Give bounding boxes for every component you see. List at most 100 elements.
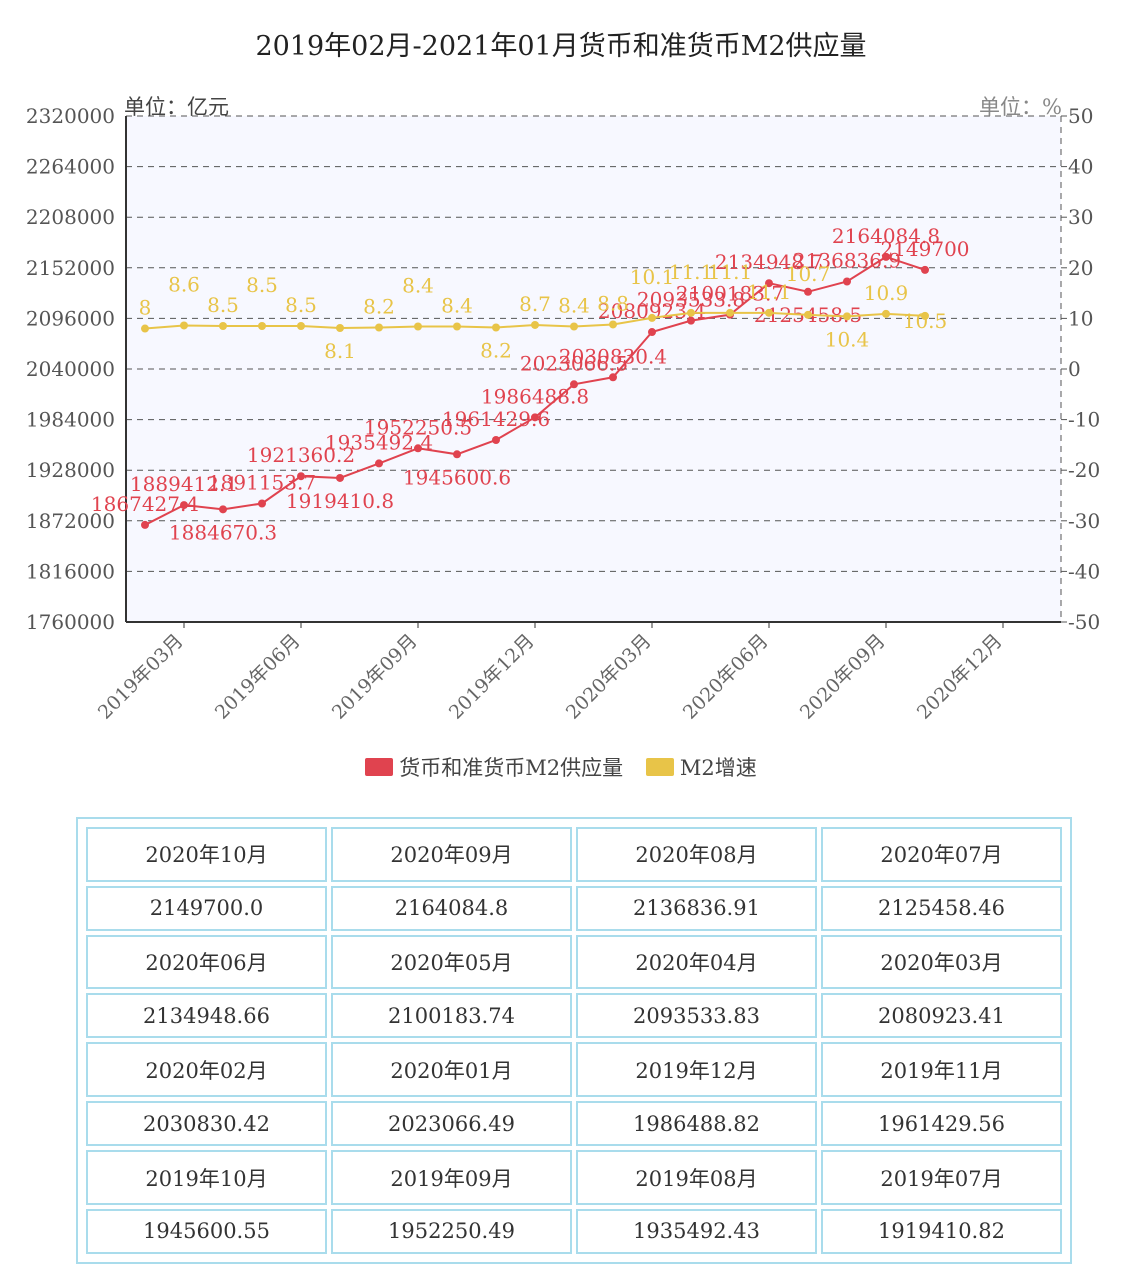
table-row: 1945600.55 1952250.49 1935492.43 1919410.82 — [86, 1208, 1062, 1254]
data-label-m2-growth: 8.7 — [519, 292, 551, 316]
table-cell-value: 1935492.43 — [576, 1208, 817, 1254]
data-label-m2-supply: 1867427.4 — [91, 492, 199, 516]
data-point-m2-growth — [375, 323, 383, 332]
data-point-m2-supply — [570, 380, 578, 389]
table-row: 2020年10月 2020年09月 2020年08月 2020年07月 — [86, 827, 1062, 882]
y-right-tick-label: 30 — [1068, 205, 1093, 229]
data-table: 2020年10月 2020年09月 2020年08月 2020年07月 2149700.… — [76, 817, 1072, 1264]
table-cell-value: 2023066.49 — [331, 1101, 572, 1147]
data-point-m2-supply — [648, 328, 656, 337]
data-label-m2-growth: 10.5 — [903, 309, 948, 333]
data-point-m2-supply — [453, 450, 461, 459]
table-cell-month: 2020年02月 — [86, 1042, 327, 1098]
legend-item-m2-growth[interactable]: M2增速 — [645, 752, 757, 782]
x-tick-label: 2019年03月 — [94, 630, 188, 724]
y-left-tick-label: 2096000 — [26, 306, 115, 330]
table-row: 2020年02月 2020年01月 2019年12月 2019年11月 — [86, 1042, 1062, 1098]
data-point-m2-growth — [765, 308, 773, 317]
table-cell-month: 2019年11月 — [821, 1042, 1062, 1098]
data-point-m2-supply — [219, 505, 227, 514]
legend-swatch-red — [365, 758, 394, 776]
table-cell-month: 2020年10月 — [86, 827, 327, 882]
y-right-tick-label: 50 — [1068, 104, 1093, 128]
table-cell-value: 2093533.83 — [576, 993, 817, 1039]
data-point-m2-supply — [297, 472, 305, 481]
data-label-m2-supply: 1889412.1 — [130, 472, 238, 496]
data-label-m2-growth: 10.1 — [630, 265, 675, 289]
data-label-m2-growth: 10.9 — [864, 281, 909, 305]
data-label-m2-growth: 8.8 — [597, 291, 629, 315]
data-point-m2-growth — [453, 322, 461, 331]
x-tick-label: 2019年09月 — [328, 630, 422, 724]
data-point-m2-supply — [375, 459, 383, 468]
left-unit-label: 单位：亿元 — [124, 95, 229, 119]
data-label-m2-supply: 2030830.4 — [559, 344, 667, 368]
data-point-m2-supply — [180, 501, 188, 510]
data-point-m2-growth — [921, 311, 929, 320]
table-row: 2134948.66 2100183.74 2093533.83 2080923.41 — [86, 993, 1062, 1039]
table-cell-month: 2019年09月 — [331, 1150, 572, 1205]
table-cell-value: 1945600.55 — [86, 1208, 327, 1254]
table-cell-value: 2164084.8 — [331, 885, 572, 931]
table-cell-month: 2020年09月 — [331, 827, 572, 882]
data-point-m2-supply — [492, 435, 500, 444]
data-point-m2-supply — [609, 373, 617, 382]
data-label-m2-supply: 1945600.6 — [403, 465, 511, 489]
data-label-m2-supply: 2149700 — [880, 237, 969, 261]
table-row: 2020年06月 2020年05月 2020年04月 2020年03月 — [86, 934, 1062, 990]
chart-title: 2019年02月-2021年01月货币和准货币M2供应量 — [255, 31, 867, 62]
table-cell-month: 2020年08月 — [576, 827, 817, 882]
data-label-m2-supply: 1919410.8 — [286, 489, 394, 513]
table-cell-value: 2136836.91 — [576, 885, 817, 931]
y-left-tick-label: 2264000 — [26, 155, 115, 179]
data-point-m2-growth — [609, 320, 617, 329]
y-left-tick-label: 1872000 — [26, 509, 115, 533]
y-right-tick-label: -10 — [1068, 408, 1100, 432]
data-label-m2-growth: 8.1 — [324, 339, 356, 363]
legend: 货币和准货币M2供应量 M2增速 — [0, 752, 1122, 782]
table-cell-value: 2125458.46 — [821, 885, 1062, 931]
data-point-m2-growth — [843, 312, 851, 321]
table-cell-month: 2019年07月 — [821, 1150, 1062, 1205]
y-right-tick-label: 0 — [1068, 357, 1081, 381]
data-label-m2-supply: 1921360.2 — [247, 443, 355, 467]
data-label-m2-growth: 8.5 — [246, 273, 278, 297]
data-label-m2-supply: 1891153.7 — [208, 470, 316, 494]
y-left-tick-label: 1984000 — [26, 408, 115, 432]
data-label-m2-growth: 10.7 — [786, 262, 831, 286]
y-left-tick-label: 2208000 — [26, 205, 115, 229]
data-point-m2-growth — [180, 321, 188, 330]
y-left-tick-label: 2040000 — [26, 357, 115, 381]
data-label-m2-supply: 2164084.8 — [832, 224, 940, 248]
y-left-tick-label: 1928000 — [26, 458, 115, 482]
data-point-m2-supply — [687, 316, 695, 325]
data-point-m2-growth — [531, 320, 539, 329]
y-right-tick-label: -30 — [1068, 509, 1100, 533]
table-cell-value: 2134948.66 — [86, 993, 327, 1039]
x-tick-label: 2020年12月 — [913, 630, 1007, 724]
data-label-m2-supply: 2093533.8 — [637, 288, 745, 312]
y-left-tick-label: 2320000 — [26, 104, 115, 128]
data-point-m2-supply — [843, 277, 851, 286]
legend-item-m2-supply[interactable]: 货币和准货币M2供应量 — [365, 752, 623, 782]
data-point-m2-growth — [570, 322, 578, 331]
table-cell-value: 2100183.74 — [331, 993, 572, 1039]
table-cell-month: 2020年05月 — [331, 934, 572, 990]
data-point-m2-growth — [882, 309, 890, 318]
data-label-m2-supply: 1986488.8 — [481, 384, 589, 408]
table-cell-month: 2020年01月 — [331, 1042, 572, 1098]
data-label-m2-growth: 11.1 — [669, 260, 714, 284]
data-label-m2-growth: 8.2 — [363, 295, 395, 319]
data-label-m2-supply: 2023066.5 — [520, 351, 628, 375]
data-label-m2-supply: 1935492.4 — [325, 430, 433, 454]
data-point-m2-supply — [531, 413, 539, 422]
data-label-m2-supply: 1884670.3 — [169, 520, 277, 544]
y-right-tick-label: 10 — [1068, 306, 1093, 330]
table-cell-value: 1961429.56 — [821, 1101, 1062, 1147]
data-point-m2-growth — [804, 310, 812, 319]
data-point-m2-growth — [492, 323, 500, 332]
data-label-m2-growth: 8.5 — [285, 293, 317, 317]
legend-swatch-yellow — [645, 758, 674, 776]
legend-label-m2-growth: M2增速 — [679, 756, 757, 780]
table-cell-month: 2019年10月 — [86, 1150, 327, 1205]
